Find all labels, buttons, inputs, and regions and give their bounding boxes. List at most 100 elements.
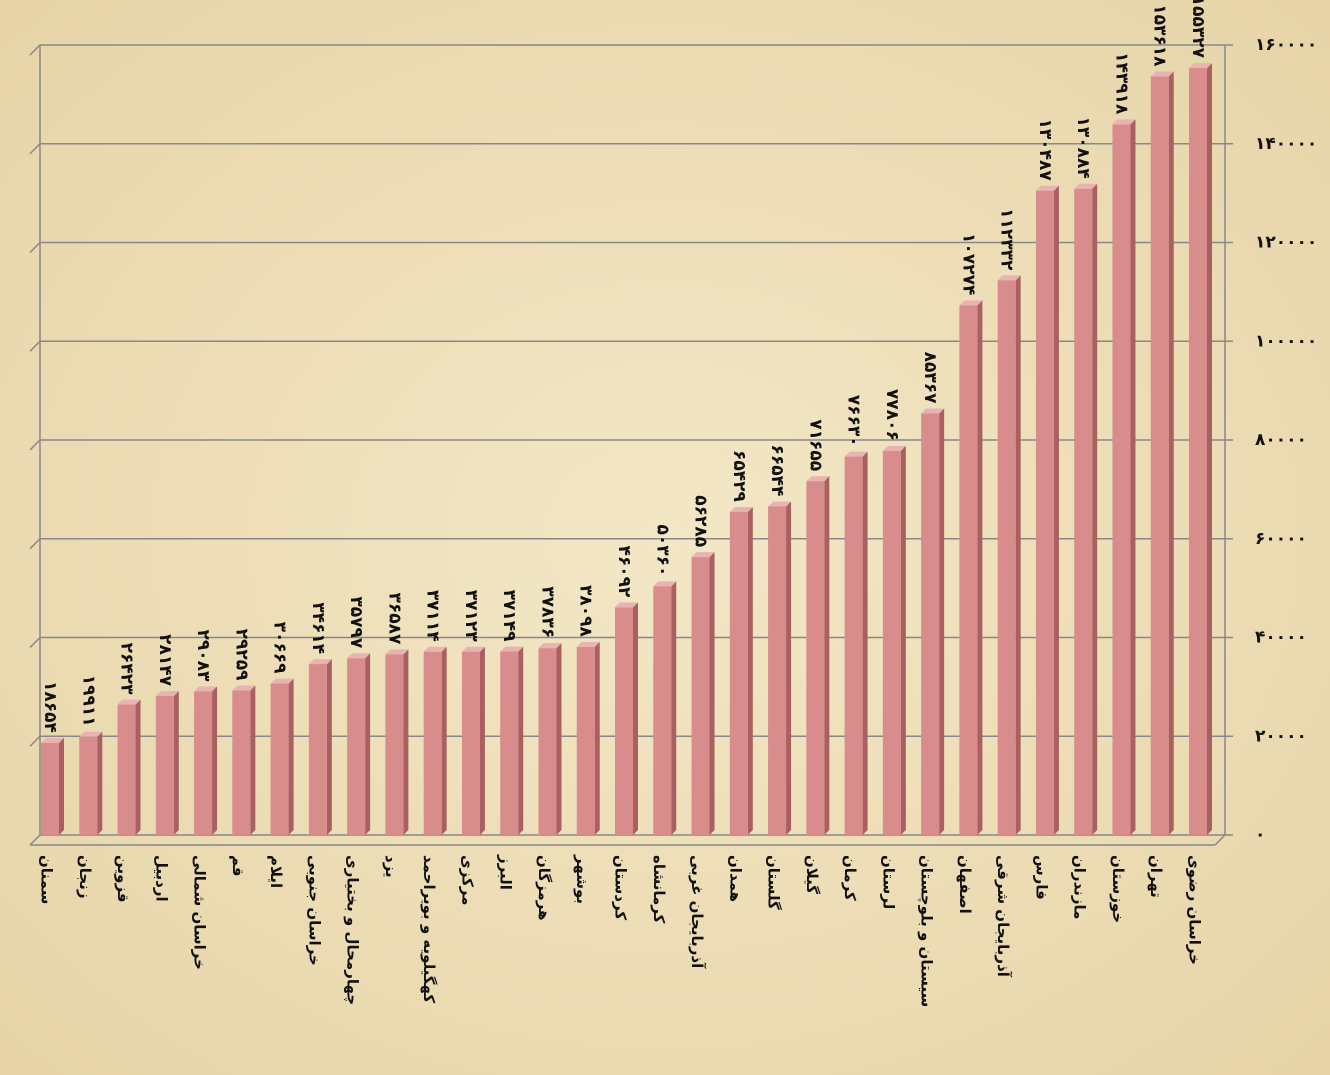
bar [270, 683, 289, 835]
bar-side [709, 552, 715, 835]
x-tick-label: چهارمحال و بختیاری [343, 855, 362, 1005]
bar [615, 607, 633, 835]
bar-side [556, 643, 562, 835]
bar-side [97, 731, 103, 835]
value-label: ۳۷۱۱۴ [423, 590, 443, 642]
bar-side [594, 641, 600, 835]
axis-line [1214, 834, 1226, 846]
y-tick-label: ۱۰۰۰۰۰ [1255, 331, 1317, 351]
bar-top [1189, 63, 1212, 69]
bar [1035, 190, 1054, 835]
grid-line [29, 735, 1225, 747]
x-tick-label: ایلام [267, 855, 285, 888]
value-label: ۱۳۰۸۸۴ [1073, 116, 1093, 178]
bar-top [41, 737, 64, 743]
value-label: ۳۴۶۱۴ [308, 602, 328, 654]
x-tick-label: گیلان [803, 855, 821, 894]
x-tick-label: لرستان [879, 855, 897, 909]
x-tick-label: البرز [497, 854, 515, 890]
bar-side [250, 685, 256, 835]
bar-side [326, 659, 332, 835]
bar-side [1092, 183, 1098, 835]
bar [959, 305, 978, 836]
x-tick-label: آذربایجان شرقی [994, 855, 1012, 978]
bar [155, 696, 174, 835]
x-tick-label: تهران [1147, 855, 1165, 898]
bar-top [308, 659, 332, 665]
bar-top [461, 646, 485, 652]
bar-side [1130, 119, 1136, 835]
bar-top [882, 445, 906, 451]
bar-side [212, 686, 218, 835]
bar-top [653, 581, 677, 587]
bar [194, 691, 213, 835]
bar-top [959, 300, 983, 306]
value-label: ۴۶۰۹۲ [614, 546, 634, 599]
bar-side [479, 646, 485, 835]
grid-line [29, 538, 1225, 550]
grid-line [29, 340, 1225, 352]
bar [1074, 188, 1093, 835]
value-label: ۱۰۷۲۷۴ [958, 233, 978, 295]
x-tick-label: کردستان [612, 855, 630, 920]
grid-line [29, 143, 1225, 155]
grid-line [29, 241, 1225, 254]
bar [844, 456, 863, 835]
value-label: ۱۹۹۱۱ [78, 675, 98, 727]
bar-side [1207, 63, 1212, 835]
value-label: ۳۰۶۶۹ [270, 622, 290, 675]
grid-line [29, 834, 1225, 846]
bar-top [997, 275, 1021, 281]
x-tick-label: هرمزگان [535, 855, 553, 921]
y-tick-label: ۱۶۰۰۰۰ [1255, 35, 1317, 55]
value-label: ۳۷۱۴۹ [499, 590, 519, 643]
y-tick-label: ۱۲۰۰۰۰ [1255, 233, 1317, 253]
bar-top [232, 685, 256, 691]
value-label: ۱۸۶۵۴ [40, 681, 60, 733]
bar [347, 658, 366, 835]
bar [232, 690, 251, 835]
y-tick-label: ۶۰۰۰۰ [1255, 529, 1307, 549]
bar-top [117, 699, 141, 705]
bar [882, 450, 901, 835]
x-tick-label: یزد [382, 855, 400, 878]
y-tick-label: ۲۰۰۰۰ [1255, 726, 1307, 746]
x-tick-label: قم [229, 855, 247, 877]
value-label: ۱۵۵۳۲۷ [1188, 0, 1208, 59]
value-label: ۲۹۰۸۳ [193, 630, 213, 683]
value-label: ۷۶۶۳۰ [844, 395, 864, 447]
bar-top [500, 646, 524, 652]
x-tick-label: اصفهان [956, 855, 974, 914]
bar [1189, 68, 1207, 835]
value-label: ۵۶۲۸۵ [691, 495, 711, 547]
bar-side [1015, 275, 1021, 836]
y-tick-label: ۱۴۰۰۰۰ [1255, 134, 1317, 154]
bar-top [1074, 183, 1098, 189]
bar-top [194, 686, 218, 692]
x-tick-label: کرمان [841, 855, 859, 901]
bar-top [155, 691, 179, 697]
plot-area: ۰ ۲۰۰۰۰ ۴۰۰۰۰ ۶۰۰۰۰ ۸۰۰۰۰ ۱۰۰۰۰۰ ۱۲۰۰۰۰ ۱۴۰۰۰۰ ۱… [29, 0, 1317, 1007]
bar-top [1112, 119, 1136, 125]
bar-top [538, 643, 562, 649]
bar-side [365, 653, 371, 835]
bar [921, 413, 940, 835]
bar [806, 481, 825, 835]
y-tick-label: ۴۰۰۰۰ [1255, 628, 1307, 648]
bar [423, 651, 442, 835]
y-tick-label: ۰ [1255, 825, 1265, 845]
bar-side [441, 646, 447, 835]
value-label: ۱۳۰۴۸۷ [1035, 118, 1055, 181]
bar-side [747, 506, 753, 835]
bar-top [423, 646, 447, 652]
bar [538, 648, 557, 835]
bar [385, 654, 404, 835]
value-label: ۲۹۲۵۹ [231, 629, 251, 682]
value-label: ۱۱۲۳۳۲ [997, 208, 1017, 271]
bar-side [518, 646, 524, 835]
x-tick-label: اردبیل [152, 855, 170, 902]
bar-side [824, 476, 830, 835]
bar-top [576, 641, 600, 647]
bar-top [1150, 71, 1174, 77]
bar [576, 646, 595, 835]
